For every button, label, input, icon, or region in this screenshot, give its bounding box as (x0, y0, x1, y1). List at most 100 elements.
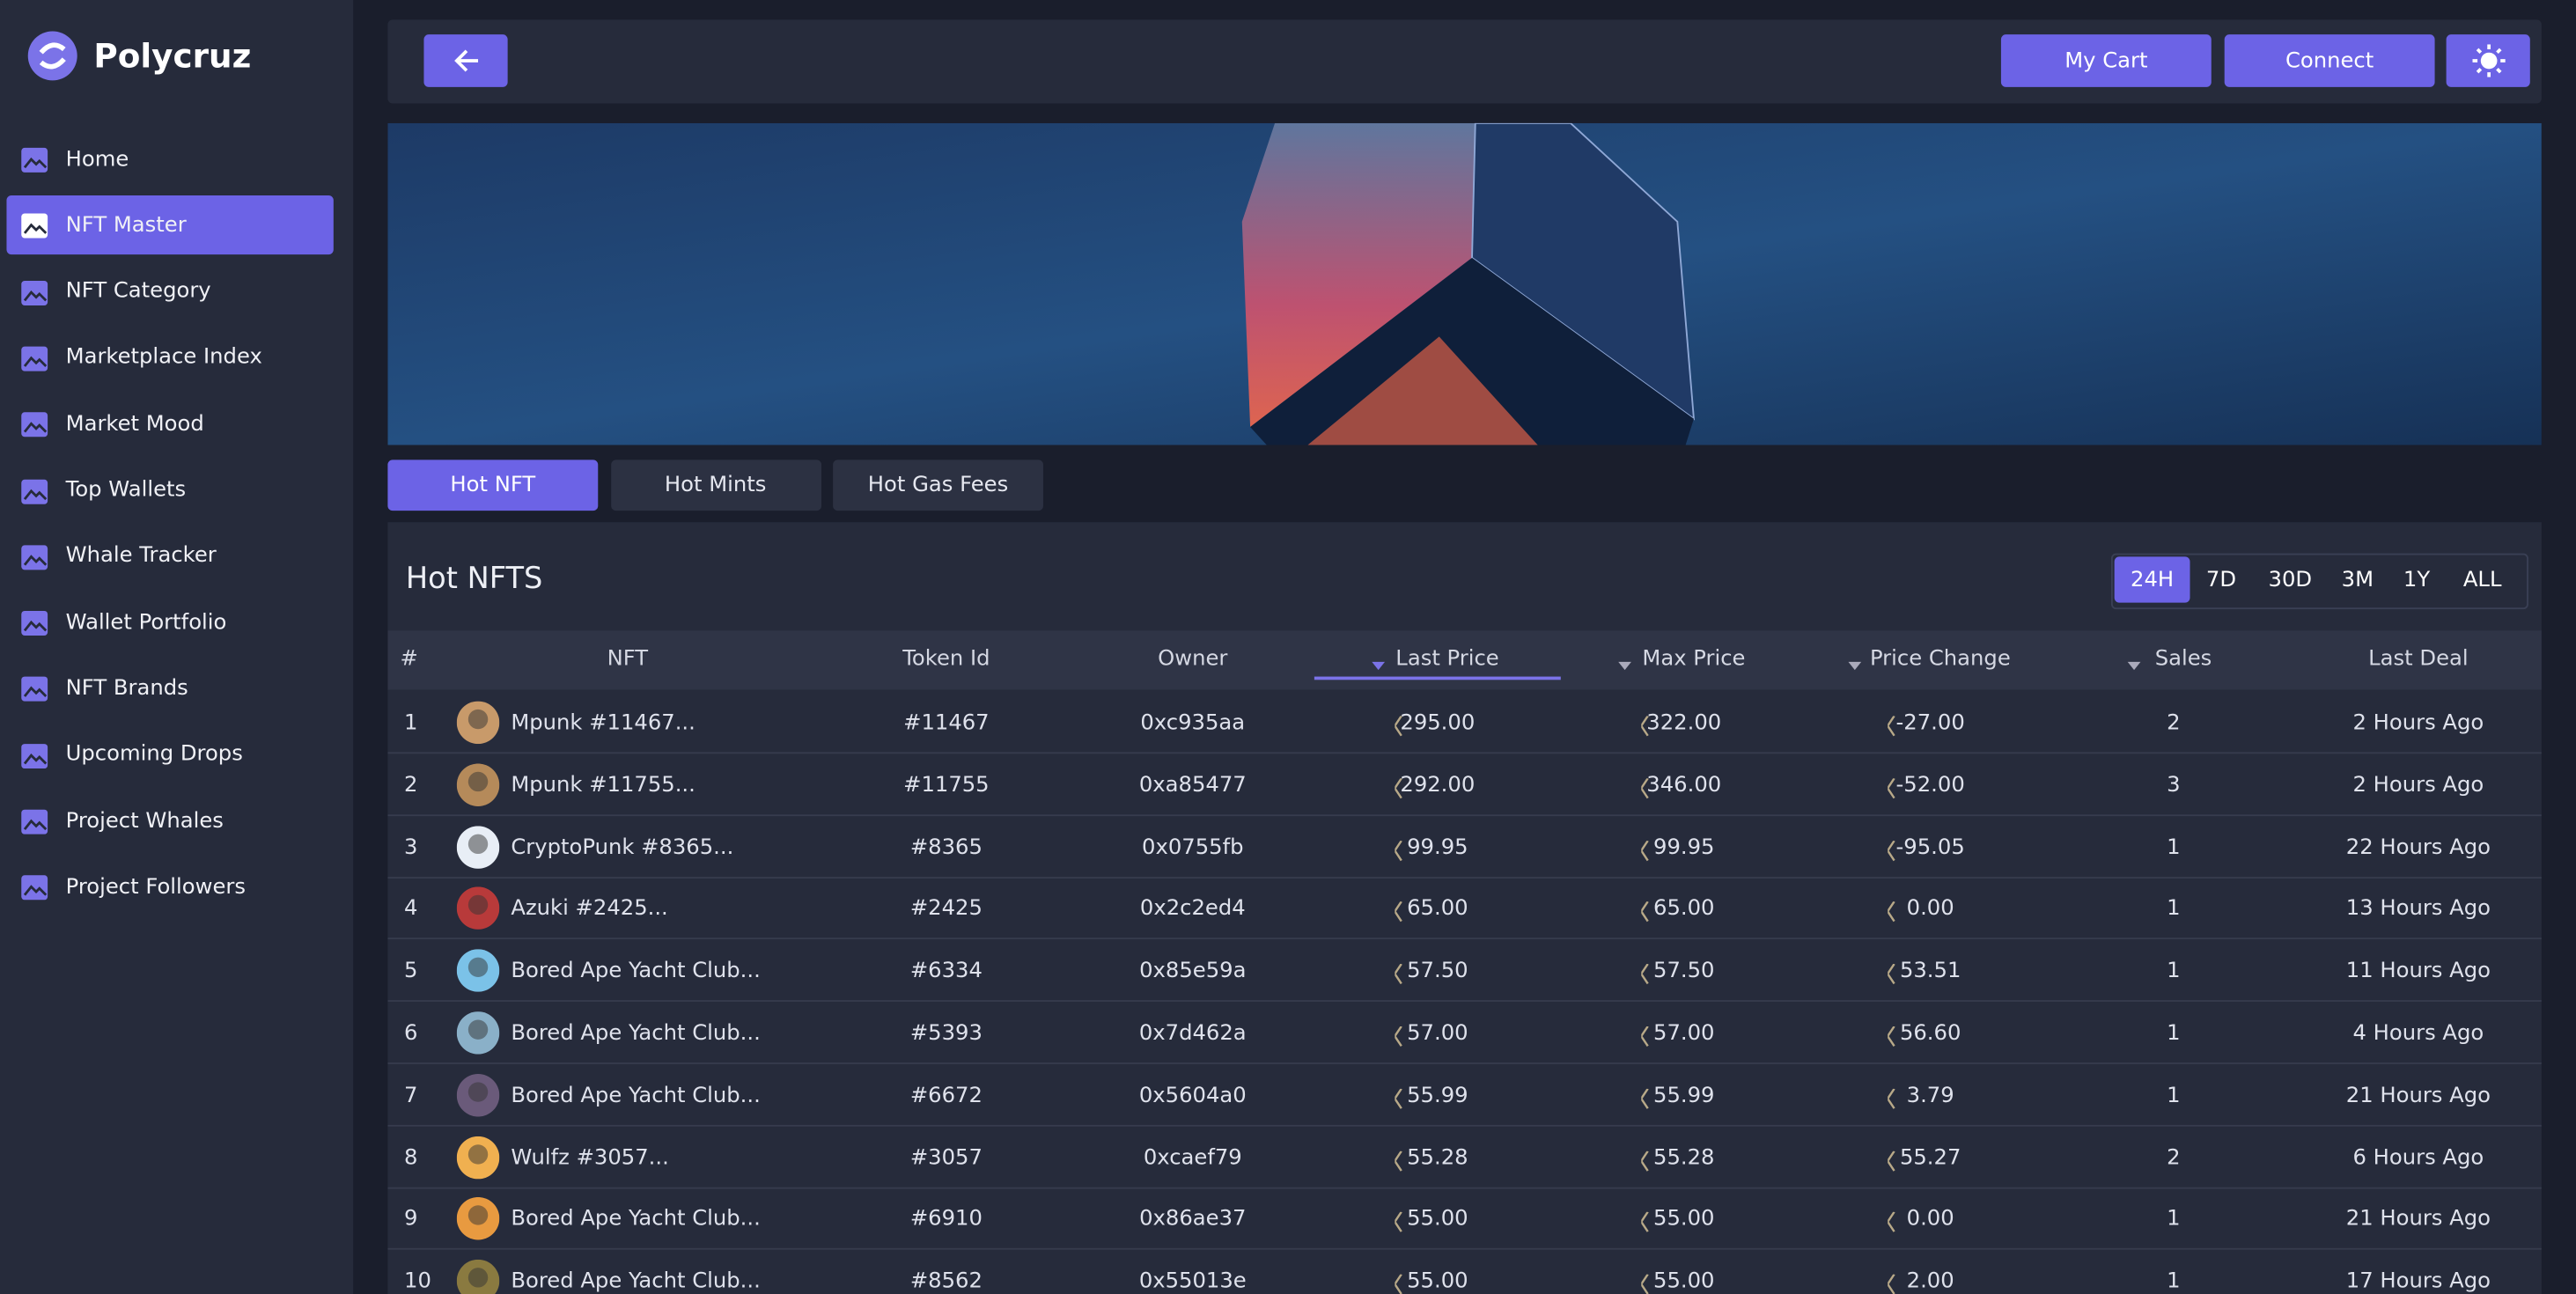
table-cell: 0.00 (1906, 897, 1954, 923)
nav-item[interactable]: NFT Brands (6, 659, 333, 718)
table-cell: 6 (404, 1021, 418, 1047)
table-cell: #3057 (909, 1145, 983, 1171)
period-button[interactable]: 24H (2114, 556, 2190, 603)
nav-icon (19, 806, 49, 842)
nav-icon-svg (21, 677, 48, 702)
table-cell: 1 (2167, 1269, 2181, 1294)
period-button[interactable]: 7D (2205, 567, 2237, 592)
eth-icon (1393, 715, 1404, 744)
nav-icon-svg (21, 412, 48, 437)
column-header[interactable]: Price Change (1869, 647, 2011, 672)
connect-button[interactable]: Connect (2224, 34, 2435, 87)
table-cell: 9 (404, 1207, 418, 1232)
nav-item[interactable]: Project Whales (6, 791, 333, 850)
eth-icon (1639, 963, 1651, 992)
sort-icon-svg (1372, 661, 1386, 671)
nav-icon-svg (21, 346, 48, 371)
table-cell: -52.00 (1895, 773, 1965, 798)
table-cell: 292.00 (1400, 773, 1476, 798)
table-cell: 4 (404, 897, 418, 923)
table-cell: 1 (2167, 897, 2181, 923)
column-header[interactable]: Last Deal (2368, 647, 2469, 672)
tab[interactable]: Hot NFT (387, 460, 599, 511)
column-header[interactable]: Owner (1158, 647, 1228, 672)
table-cell: 0x5604a0 (1138, 1083, 1247, 1108)
eth-icon (1886, 901, 1897, 930)
table-cell: 55.28 (1407, 1145, 1468, 1171)
column-header[interactable]: NFT (607, 647, 649, 672)
nav-label: NFT Category (65, 279, 211, 305)
cart-button[interactable]: My Cart (2000, 34, 2212, 87)
nft-avatar-svg (456, 825, 500, 869)
period-button[interactable]: ALL (2462, 567, 2502, 592)
nav-item[interactable]: Wallet Portfolio (6, 593, 333, 652)
nft-avatar-svg (456, 1073, 500, 1117)
eth-icon (1639, 1150, 1651, 1179)
nft-avatar-svg (456, 1260, 500, 1294)
period-button[interactable]: 1Y (2403, 567, 2431, 592)
table-cell: 57.50 (1653, 959, 1715, 984)
table-cell: 0.00 (1906, 1207, 1954, 1232)
period-button[interactable]: 30D (2268, 567, 2313, 592)
eth-icon (1886, 963, 1897, 992)
nav-item[interactable]: Whale Tracker (6, 526, 333, 585)
nav-label: Marketplace Index (65, 345, 262, 371)
eth-icon (1393, 1150, 1404, 1179)
eth-icon-svg (1886, 1026, 1895, 1047)
eth-icon-svg (1886, 1274, 1895, 1294)
table-cell: 0xcaef79 (1143, 1145, 1242, 1171)
nav-item[interactable]: NFT Category (6, 262, 333, 321)
eth-icon (1393, 901, 1404, 930)
eth-icon (1393, 1026, 1404, 1055)
period-button[interactable]: 3M (2341, 567, 2374, 592)
nav-icon-svg (21, 611, 48, 636)
nav-icon (19, 144, 49, 180)
nft-avatar-svg (456, 949, 500, 993)
nft-avatar (456, 1260, 500, 1294)
table-cell: Bored Ape Yacht Club... (511, 1269, 761, 1294)
row-divider (387, 1062, 2542, 1064)
eth-icon (1639, 901, 1651, 930)
table-cell: CryptoPunk #8365... (511, 834, 734, 860)
panel: Hot NFTS 24H 7D 30D 3M 1Y ALL # NFT Token Id Own… (387, 522, 2542, 1294)
nft-avatar-svg (456, 1011, 500, 1055)
column-header[interactable]: Token Id (902, 647, 990, 672)
table-cell: 65.00 (1653, 897, 1715, 923)
nft-avatar-svg (456, 887, 500, 930)
column-header[interactable]: Last Price (1395, 647, 1499, 672)
eth-icon-svg (1639, 963, 1649, 985)
eth-icon-svg (1639, 1150, 1649, 1172)
back-icon (453, 49, 478, 72)
row-divider (387, 1124, 2542, 1127)
nft-avatar (456, 887, 500, 937)
column-header[interactable]: Max Price (1642, 647, 1746, 672)
row-divider (387, 1248, 2542, 1251)
column-header[interactable]: Sales (2154, 647, 2212, 672)
eth-icon-svg (1393, 1274, 1402, 1294)
column-header[interactable]: # (400, 647, 418, 672)
eth-icon (1886, 715, 1897, 744)
nav-item[interactable]: NFT Master (6, 195, 334, 255)
tab[interactable]: Hot Mints (610, 460, 821, 511)
table-cell: 11 Hours Ago (2345, 959, 2491, 984)
back-button[interactable] (423, 34, 508, 87)
nav-item[interactable]: Market Mood (6, 394, 333, 453)
sort-icon-svg (2127, 661, 2141, 671)
nav-icon (19, 409, 49, 445)
theme-button[interactable] (2446, 34, 2530, 87)
nav-item[interactable]: Top Wallets (6, 460, 333, 519)
eth-icon-svg (1639, 777, 1649, 798)
table-cell: 99.95 (1407, 834, 1468, 860)
table-cell: 56.60 (1899, 1021, 1961, 1047)
table-cell: 53.51 (1899, 959, 1961, 984)
eth-icon-svg (1393, 1087, 1402, 1109)
eth-icon-svg (1393, 839, 1402, 861)
nav-item[interactable]: Home (6, 129, 333, 188)
nav-item[interactable]: Upcoming Drops (6, 725, 333, 784)
nav-item[interactable]: Project Followers (6, 857, 333, 916)
nav-icon-svg (21, 280, 48, 305)
eth-icon-svg (1639, 1087, 1649, 1109)
nav-label: Top Wallets (65, 477, 187, 503)
nav-item[interactable]: Marketplace Index (6, 328, 333, 387)
tab[interactable]: Hot Gas Fees (833, 460, 1043, 511)
